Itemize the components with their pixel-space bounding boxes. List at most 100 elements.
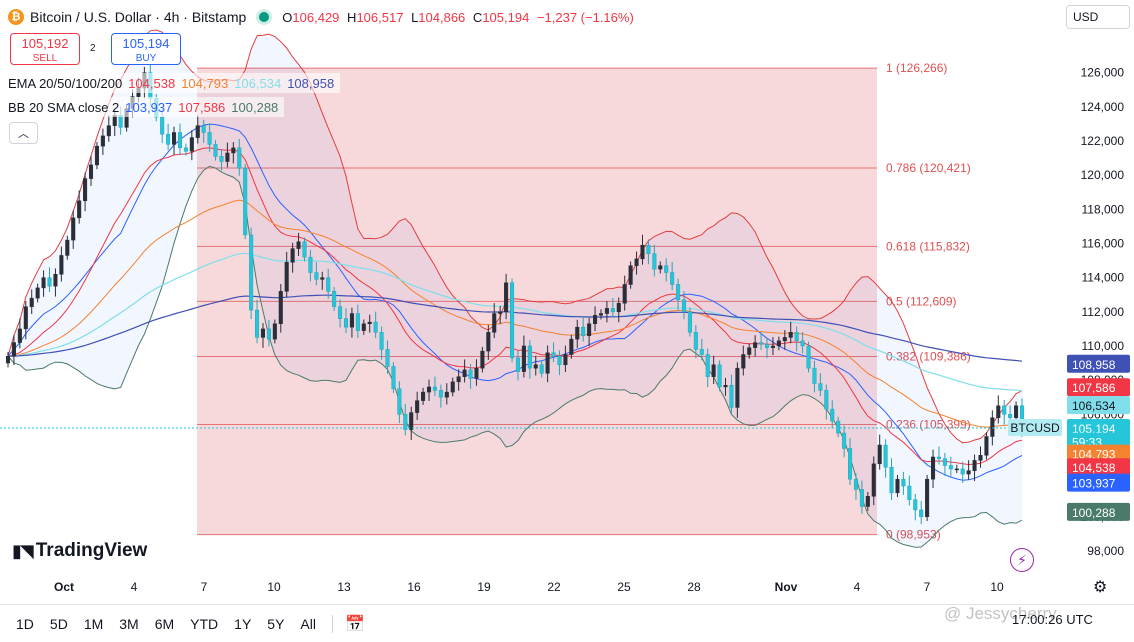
- x-tick-label: 4: [131, 580, 138, 594]
- candle-body: [901, 478, 906, 487]
- timeframe-5y[interactable]: 5Y: [267, 615, 285, 632]
- candle-body: [243, 168, 248, 236]
- candle-body: [1002, 405, 1007, 415]
- gear-icon[interactable]: ⚙: [1093, 579, 1108, 596]
- candle-body: [213, 144, 218, 157]
- candle-body: [521, 345, 526, 372]
- candle-body: [764, 344, 770, 348]
- ema200-line: [7, 294, 1023, 362]
- candle-body: [563, 354, 568, 366]
- fib-label: 0.5 (112,609): [886, 294, 957, 308]
- candle-body: [468, 369, 473, 379]
- candle-body: [960, 468, 965, 475]
- candle-body: [913, 499, 918, 511]
- candle-body: [818, 383, 823, 391]
- fib-label: 0.618 (115,832): [886, 239, 970, 253]
- candle-body: [41, 277, 46, 289]
- price-tag-label: 104,538: [1072, 461, 1116, 475]
- candle-body: [183, 147, 188, 152]
- candle-body: [978, 455, 983, 461]
- candle-body: [527, 345, 532, 369]
- fib-label: 0 (98,953): [886, 528, 941, 542]
- candle-body: [877, 444, 882, 465]
- candle-body: [735, 367, 740, 408]
- candle-body: [593, 314, 598, 325]
- timeframe-all[interactable]: All: [300, 615, 316, 632]
- candle-body: [640, 244, 645, 260]
- clock[interactable]: 17:00:26 UTC: [1012, 612, 1093, 627]
- divider: [331, 614, 333, 633]
- candle-body: [782, 337, 787, 342]
- candle-body: [865, 496, 870, 507]
- y-tick-label: 120,000: [1081, 168, 1125, 182]
- spread-value: 2: [90, 43, 96, 54]
- candle-body: [741, 354, 746, 369]
- timeframe-3m[interactable]: 3M: [119, 615, 139, 632]
- ema-legend[interactable]: EMA 20/50/100/200 104,538 104,793 106,53…: [8, 73, 341, 93]
- timeframe-1y[interactable]: 1Y: [234, 615, 252, 632]
- timeframe-1m[interactable]: 1M: [83, 615, 104, 632]
- x-tick-label: 22: [547, 580, 561, 594]
- candle-body: [29, 297, 34, 307]
- candle-body: [355, 313, 360, 331]
- candle-body: [284, 262, 289, 292]
- sell-button[interactable]: 105,192 SELL: [10, 33, 80, 65]
- calendar-range-icon[interactable]: 📅: [344, 615, 365, 633]
- bolt-icon[interactable]: ⚡: [1010, 548, 1034, 572]
- candle-body: [723, 385, 728, 388]
- candle-body: [836, 420, 841, 434]
- candle-body: [373, 321, 378, 333]
- candle-body: [598, 313, 604, 316]
- bb-legend[interactable]: BB 20 SMA close 2 103,937 107,586 100,28…: [8, 97, 285, 117]
- candle-body: [219, 156, 224, 162]
- candle-body: [610, 308, 615, 313]
- y-tick-label: 98,000: [1087, 544, 1124, 558]
- price-tag-label: 107,586: [1072, 381, 1116, 395]
- price-tag: [1067, 354, 1130, 373]
- candle-body: [759, 342, 764, 345]
- candle-body: [189, 137, 194, 152]
- collapse-legend-button[interactable]: ︿: [9, 122, 38, 144]
- candle-body: [895, 478, 900, 494]
- x-tick-label: 25: [617, 580, 631, 594]
- x-tick-label: 10: [267, 580, 281, 594]
- y-tick-label: 126,000: [1081, 66, 1125, 80]
- candle-body: [296, 241, 301, 249]
- x-tick-label: 13: [337, 580, 351, 594]
- candle-body: [480, 350, 485, 369]
- candle-body: [71, 217, 76, 241]
- price-tag: [1067, 378, 1130, 397]
- x-tick-label: 19: [477, 580, 491, 594]
- bitcoin-icon: ₿: [8, 9, 24, 25]
- candle-body: [403, 414, 408, 430]
- candle-body: [1008, 414, 1013, 418]
- timeframe-ytd[interactable]: YTD: [190, 615, 219, 632]
- price-tag-label: 105,194: [1072, 422, 1116, 436]
- fib-label: 0.786 (120,421): [886, 161, 971, 175]
- fib-label: 1 (126,266): [886, 61, 947, 75]
- timeframe-5d[interactable]: 5D: [49, 615, 68, 632]
- candle-body: [776, 340, 781, 347]
- candle-body: [806, 345, 811, 369]
- candle-body: [332, 291, 337, 307]
- candle-body: [391, 366, 396, 389]
- candle-body: [492, 313, 497, 333]
- timeframe-6m[interactable]: 6M: [154, 615, 175, 632]
- timeframe-1d[interactable]: 1D: [16, 615, 34, 632]
- candle-body: [539, 364, 544, 374]
- symbol-title[interactable]: Bitcoin / U.S. Dollar · 4h · Bitstamp: [30, 9, 247, 25]
- candle-body: [65, 239, 70, 256]
- candle-body: [160, 116, 165, 135]
- candle-body: [676, 284, 681, 301]
- candle-body: [972, 460, 977, 471]
- buy-button[interactable]: 105,194 BUY: [111, 33, 181, 65]
- bb-lower-line: [7, 165, 1023, 548]
- candle-body: [919, 509, 924, 518]
- candle-body: [385, 349, 390, 367]
- candle-body: [604, 308, 609, 314]
- candle-body: [699, 349, 704, 355]
- candle-body: [622, 284, 627, 304]
- candle-body: [800, 340, 805, 347]
- currency-selector[interactable]: USD: [1066, 5, 1130, 29]
